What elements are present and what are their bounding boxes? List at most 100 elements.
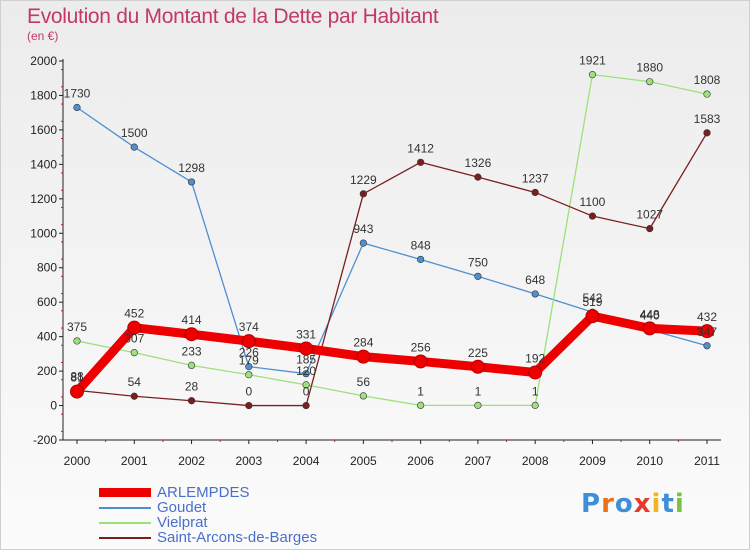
data-label-2: 1921 xyxy=(579,54,606,68)
y-tick-label: 1400 xyxy=(30,157,57,171)
data-label-0: 81 xyxy=(70,371,84,385)
data-label-1: 347 xyxy=(697,325,717,339)
series-point-1 xyxy=(474,272,482,280)
chart-legend: ARLEMPDES Goudet Vielprat Saint-Arcons-de-B… xyxy=(99,485,317,545)
series-point-2 xyxy=(417,401,425,409)
series-point-2 xyxy=(130,349,138,357)
series-point-0 xyxy=(70,384,84,399)
data-label-3: 0 xyxy=(303,385,310,399)
data-label-1: 226 xyxy=(239,346,259,360)
series-point-1 xyxy=(245,363,253,371)
data-label-0: 432 xyxy=(697,310,717,324)
series-point-0 xyxy=(700,324,714,339)
y-tick-label: 600 xyxy=(37,295,57,309)
series-point-1 xyxy=(302,370,310,378)
series-point-0 xyxy=(299,341,314,356)
data-label-1: 440 xyxy=(640,309,660,323)
data-label-2: 1880 xyxy=(636,61,663,75)
data-label-1: 185 xyxy=(296,353,316,367)
logo-letter: t xyxy=(661,489,675,519)
legend-label: Goudet xyxy=(157,499,207,516)
series-point-3 xyxy=(531,188,539,197)
series-point-3 xyxy=(474,173,482,181)
data-label-2: 1808 xyxy=(694,73,721,87)
y-tick-label: 1600 xyxy=(30,123,57,137)
data-label-3: 28 xyxy=(185,380,199,394)
series-point-2 xyxy=(474,401,482,409)
data-label-0: 414 xyxy=(182,313,202,327)
data-label-2: 1 xyxy=(475,384,482,398)
data-label-2: 375 xyxy=(67,320,87,334)
data-label-0: 256 xyxy=(411,340,431,354)
legend-item: Saint-Arcons-de-Barges xyxy=(99,530,317,545)
series-point-3 xyxy=(130,392,138,400)
logo-letter: o xyxy=(614,489,634,519)
data-label-1: 542 xyxy=(582,291,602,305)
data-label-1: 943 xyxy=(353,222,373,236)
data-label-0: 225 xyxy=(468,346,488,360)
data-label-3: 1100 xyxy=(580,195,606,209)
series-point-2 xyxy=(703,90,711,98)
series-point-2 xyxy=(302,381,310,389)
data-label-1: 1500 xyxy=(121,126,148,140)
series-point-1 xyxy=(417,255,425,264)
logo-letter: i xyxy=(651,489,662,519)
x-tick-label: 2009 xyxy=(579,454,606,468)
series-point-0 xyxy=(528,365,543,380)
legend-swatch xyxy=(99,536,151,539)
data-label-3: 1229 xyxy=(350,173,377,187)
x-tick-label: 2005 xyxy=(350,454,377,468)
legend-label: ARLEMPDES xyxy=(157,484,250,501)
x-tick-label: 2004 xyxy=(293,454,320,468)
series-point-2 xyxy=(359,392,367,400)
series-line-0 xyxy=(72,311,712,397)
legend-item: ARLEMPDES xyxy=(99,485,317,500)
series-point-0 xyxy=(241,334,256,349)
data-label-1: 1298 xyxy=(178,161,205,175)
x-tick-label: 2007 xyxy=(465,454,492,468)
legend-label: Vielprat xyxy=(157,514,208,531)
x-tick-label: 2000 xyxy=(64,454,91,468)
series-point-3 xyxy=(302,401,310,410)
series-point-2 xyxy=(187,361,196,370)
data-label-2: 179 xyxy=(239,354,259,368)
data-label-2: 233 xyxy=(182,344,202,358)
series-point-1 xyxy=(359,239,367,247)
series-point-2 xyxy=(73,337,81,345)
proxiti-logo: Proxiti xyxy=(581,489,685,519)
data-label-3: 1412 xyxy=(407,141,434,155)
series-point-3 xyxy=(359,190,367,198)
legend-label: Saint-Arcons-de-Barges xyxy=(157,529,318,546)
series-point-2 xyxy=(588,71,597,79)
x-tick-label: 2011 xyxy=(694,454,720,468)
series-point-2 xyxy=(646,78,654,86)
series-point-3 xyxy=(588,212,597,220)
x-tick-label: 2003 xyxy=(235,454,262,468)
series-point-1 xyxy=(531,290,539,298)
data-label-2: 56 xyxy=(357,375,371,389)
legend-swatch xyxy=(99,521,151,524)
y-tick-label: 800 xyxy=(37,261,57,275)
data-label-3: 1583 xyxy=(694,112,721,126)
legend-item: Vielprat xyxy=(99,515,317,530)
logo-letter: i xyxy=(674,489,685,519)
series-point-3 xyxy=(187,397,196,405)
series-line-2 xyxy=(76,73,708,407)
y-tick-label: -200 xyxy=(33,433,57,447)
series-point-0 xyxy=(470,359,485,374)
series-point-3 xyxy=(245,401,253,410)
data-label-3: 1326 xyxy=(465,156,492,170)
series-point-1 xyxy=(73,103,81,112)
data-label-0: 331 xyxy=(296,328,316,342)
y-tick-label: 200 xyxy=(37,364,57,378)
x-tick-label: 2010 xyxy=(636,454,663,468)
x-tick-label: 2002 xyxy=(178,454,205,468)
data-label-3: 1027 xyxy=(636,208,663,222)
data-label-2: 120 xyxy=(296,364,316,378)
data-label-2: 1 xyxy=(417,384,424,398)
data-label-3: 0 xyxy=(245,385,252,399)
data-label-3: 1237 xyxy=(522,171,549,185)
series-point-1 xyxy=(130,143,138,151)
